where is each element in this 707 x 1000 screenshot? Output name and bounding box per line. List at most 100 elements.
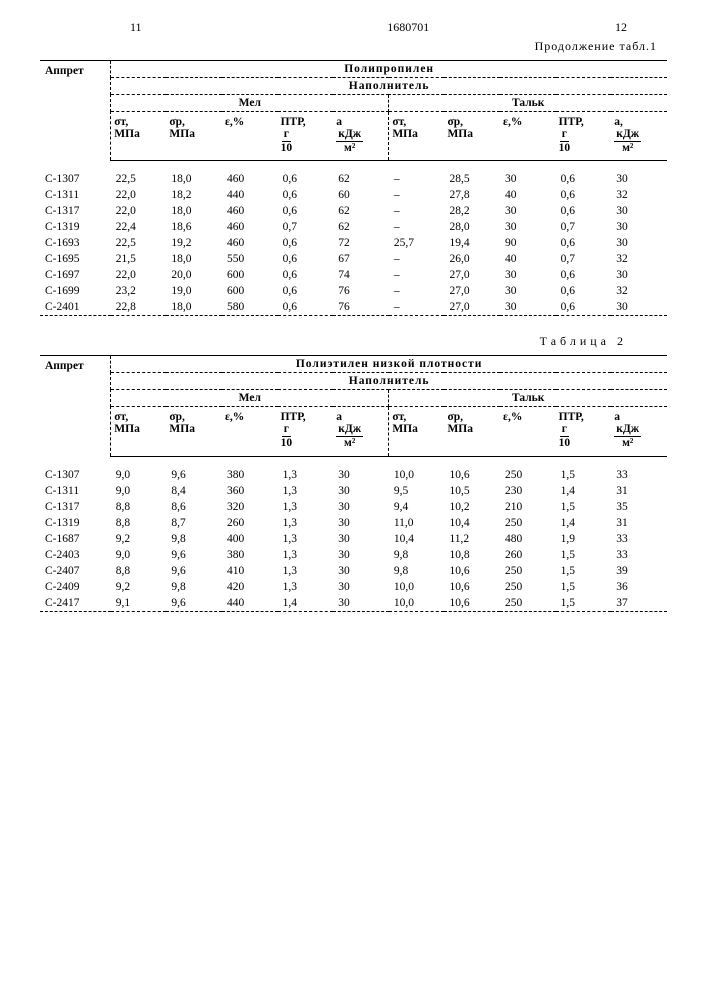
cell: 0,6 xyxy=(278,251,334,267)
cell: 0,6 xyxy=(556,187,612,203)
hdr-filler-2: Наполнитель xyxy=(111,373,667,390)
cell: 76 xyxy=(333,299,389,315)
cell: 72 xyxy=(333,235,389,251)
cell: 30 xyxy=(333,595,389,611)
cell: 1,9 xyxy=(556,531,612,547)
cell: 9,0 xyxy=(111,547,167,563)
cell: 1,5 xyxy=(556,563,612,579)
cell: 1,3 xyxy=(278,515,334,531)
cell: 30 xyxy=(333,499,389,515)
cell: 8,8 xyxy=(111,563,167,579)
cell: 8,4 xyxy=(166,483,222,499)
table-row: С-131922,418,64600,762–28,0300,730 xyxy=(40,219,667,235)
cell: 31 xyxy=(611,483,667,499)
row-id: С-2407 xyxy=(40,563,111,579)
cell: 28,5 xyxy=(444,171,500,187)
cell: 10,4 xyxy=(389,531,445,547)
cell: 28,2 xyxy=(444,203,500,219)
cell: 260 xyxy=(222,515,278,531)
cell: 0,6 xyxy=(278,299,334,315)
cell: – xyxy=(389,219,445,235)
cell: 22,0 xyxy=(111,203,167,219)
cell: 18,0 xyxy=(166,251,222,267)
cell: 8,7 xyxy=(166,515,222,531)
row-id: С-2403 xyxy=(40,547,111,563)
cell: 1,3 xyxy=(278,547,334,563)
page-num-right: 12 xyxy=(615,20,627,35)
cell: 580 xyxy=(222,299,278,315)
cell: 250 xyxy=(500,563,556,579)
table-row: С-24179,19,64401,43010,010,62501,537 xyxy=(40,595,667,611)
cell: 1,3 xyxy=(278,499,334,515)
cell: 210 xyxy=(500,499,556,515)
continuation-label: Продолжение табл.1 xyxy=(40,39,657,54)
cell: 18,0 xyxy=(166,299,222,315)
table-row: С-16879,29,84001,33010,411,24801,933 xyxy=(40,531,667,547)
cell: 0,7 xyxy=(278,219,334,235)
cell: 30 xyxy=(333,467,389,483)
cell: 10,4 xyxy=(444,515,500,531)
cell: 30 xyxy=(333,515,389,531)
cell: 9,0 xyxy=(111,467,167,483)
cell: 30 xyxy=(500,219,556,235)
cell: – xyxy=(389,299,445,315)
cell: 27,8 xyxy=(444,187,500,203)
cell: 230 xyxy=(500,483,556,499)
cell: – xyxy=(389,171,445,187)
cell: 9,6 xyxy=(166,563,222,579)
cell: 62 xyxy=(333,219,389,235)
cell: 1,3 xyxy=(278,563,334,579)
cell: 30 xyxy=(333,531,389,547)
cell: 410 xyxy=(222,563,278,579)
cell: 8,8 xyxy=(111,499,167,515)
cell: 18,6 xyxy=(166,219,222,235)
cell: 380 xyxy=(222,467,278,483)
cell: 600 xyxy=(222,283,278,299)
cell: 9,6 xyxy=(166,547,222,563)
cell: 39 xyxy=(611,563,667,579)
cell: 32 xyxy=(611,283,667,299)
cell: – xyxy=(389,203,445,219)
cell: 9,8 xyxy=(166,531,222,547)
cell: 31 xyxy=(611,515,667,531)
hdr-talc-2: Тальк xyxy=(389,390,667,407)
cell: 1,4 xyxy=(556,515,612,531)
cell: 35 xyxy=(611,499,667,515)
cell: 9,8 xyxy=(389,547,445,563)
cell: 1,5 xyxy=(556,579,612,595)
cell: 1,3 xyxy=(278,483,334,499)
row-id: С-1319 xyxy=(40,219,111,235)
cell: 27,0 xyxy=(444,267,500,283)
hdr-polypropylene: Полипропилен xyxy=(111,61,667,78)
cell: 9,5 xyxy=(389,483,445,499)
row-id: С-1307 xyxy=(40,467,111,483)
cell: 76 xyxy=(333,283,389,299)
cell: 1,5 xyxy=(556,547,612,563)
cell: 1,4 xyxy=(278,595,334,611)
row-id: С-1307 xyxy=(40,171,111,187)
cell: 32 xyxy=(611,251,667,267)
cell: 0,6 xyxy=(278,187,334,203)
cell: 0,6 xyxy=(278,171,334,187)
row-id: С-1699 xyxy=(40,283,111,299)
cell: 30 xyxy=(611,267,667,283)
cell: 27,0 xyxy=(444,283,500,299)
cell: 1,3 xyxy=(278,467,334,483)
cell: 28,0 xyxy=(444,219,500,235)
cell: 9,6 xyxy=(166,595,222,611)
table-row: С-169322,519,24600,67225,719,4900,630 xyxy=(40,235,667,251)
cell: 460 xyxy=(222,219,278,235)
cell: 0,6 xyxy=(556,235,612,251)
cell: 260 xyxy=(500,547,556,563)
cell: 9,4 xyxy=(389,499,445,515)
cell: 380 xyxy=(222,547,278,563)
row-id: С-1687 xyxy=(40,531,111,547)
cell: 0,7 xyxy=(556,251,612,267)
table-row: С-13178,88,63201,3309,410,22101,535 xyxy=(40,499,667,515)
table-2: Аппрет Полиэтилен низкой плотности Напол… xyxy=(40,355,667,611)
cell: 8,6 xyxy=(166,499,222,515)
cell: 0,6 xyxy=(556,171,612,187)
table-row: С-169521,518,05500,667–26,0400,732 xyxy=(40,251,667,267)
cell: 11,0 xyxy=(389,515,445,531)
cell: 10,0 xyxy=(389,595,445,611)
